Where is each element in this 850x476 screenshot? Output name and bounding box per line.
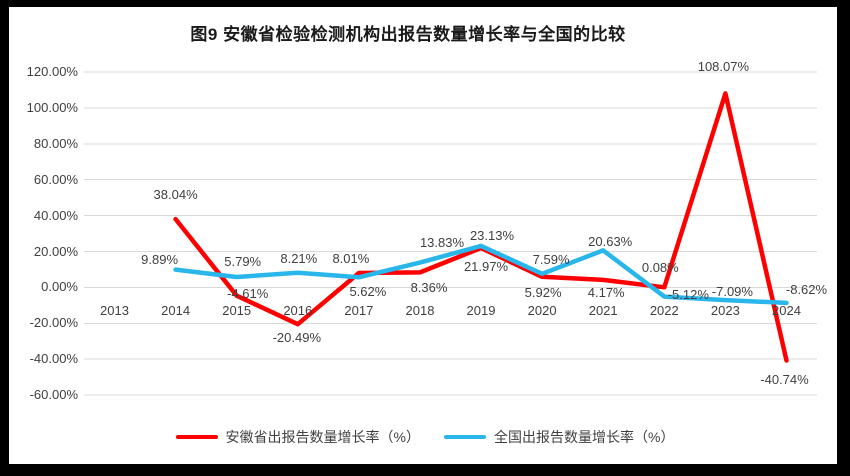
series-lines [173,91,789,363]
chart-background [9,7,837,464]
national-line-swatch [444,435,486,439]
chart-title: 图9 安徽省检验检测机构出报告数量增长率与全国的比较 [190,25,626,44]
legend-label: 全国出报告数量增长率（%） [494,429,675,445]
legend-label: 安徽省出报告数量增长率（%） [225,429,420,445]
legend: 安徽省出报告数量增长率（%） 全国出报告数量增长率（%） [0,426,850,448]
national-series-line [173,243,789,306]
anhui-line-swatch [175,435,218,439]
anhui-series-line [173,91,789,363]
gridlines [84,71,817,396]
legend-item-anhui: 安徽省出报告数量增长率（%） [175,427,420,447]
legend-item-national: 全国出报告数量增长率（%） [444,427,674,447]
